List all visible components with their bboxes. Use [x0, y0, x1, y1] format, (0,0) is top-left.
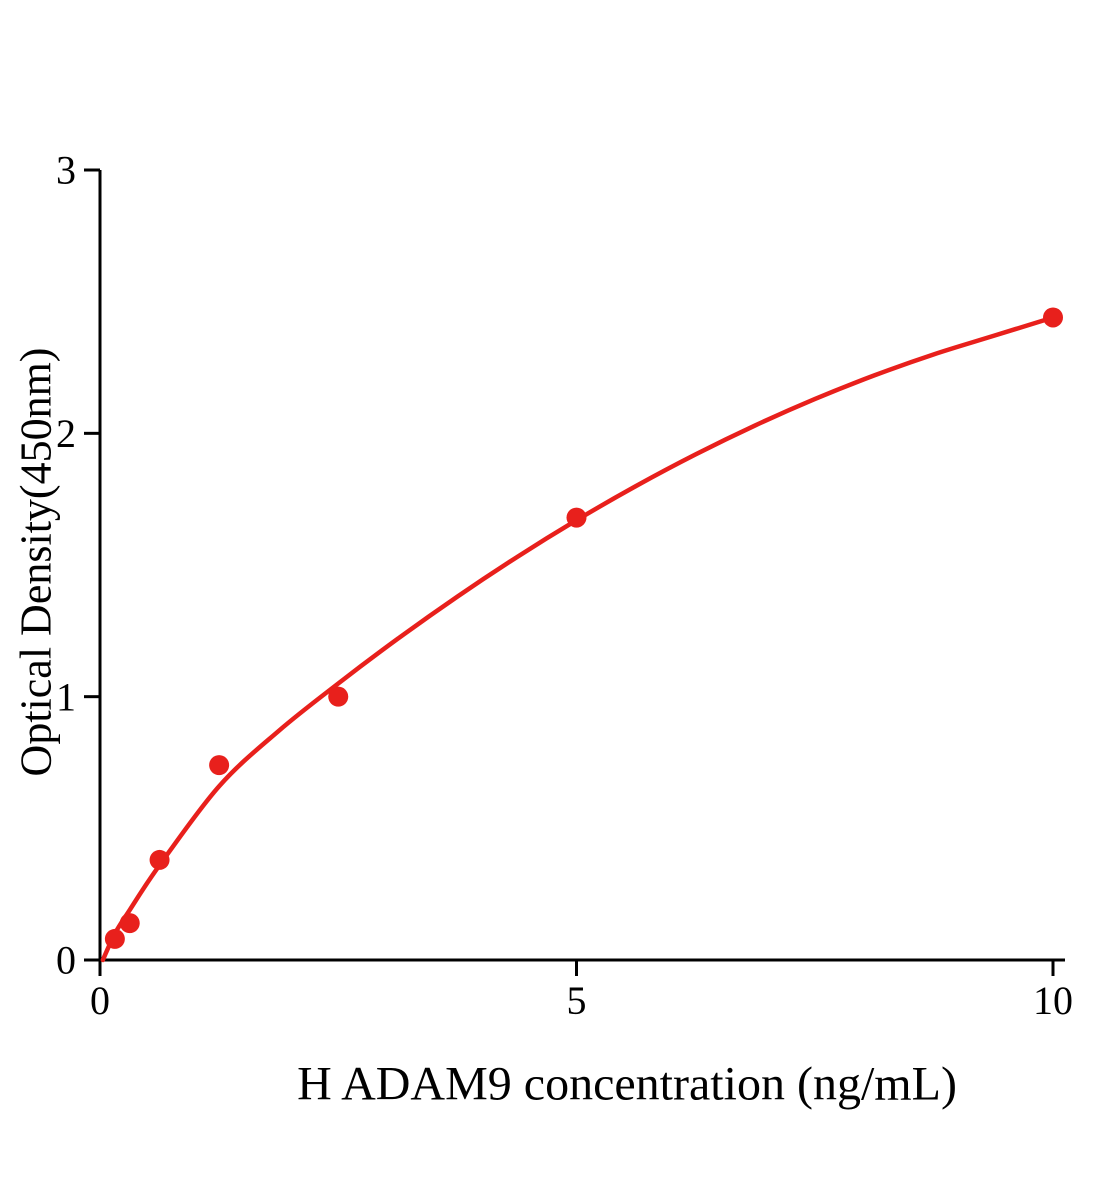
data-point [209, 755, 230, 776]
x-axis-title: H ADAM9 concentration (ng/mL) [297, 1057, 957, 1111]
x-tick-label: 0 [90, 978, 110, 1023]
data-point [566, 507, 587, 528]
data-point [328, 686, 349, 707]
data-point [1043, 307, 1063, 328]
y-tick-label: 3 [56, 148, 76, 193]
y-tick-label: 0 [56, 938, 76, 983]
x-tick-label: 10 [1033, 978, 1073, 1023]
y-axis-title: Optical Density(450nm) [11, 347, 61, 777]
data-point [104, 928, 125, 949]
y-tick-label: 1 [56, 674, 76, 719]
y-tick-label: 2 [56, 411, 76, 456]
x-tick-label: 5 [567, 978, 587, 1023]
data-point [119, 913, 140, 934]
fit-curve [100, 315, 1056, 963]
data-point [149, 849, 170, 870]
